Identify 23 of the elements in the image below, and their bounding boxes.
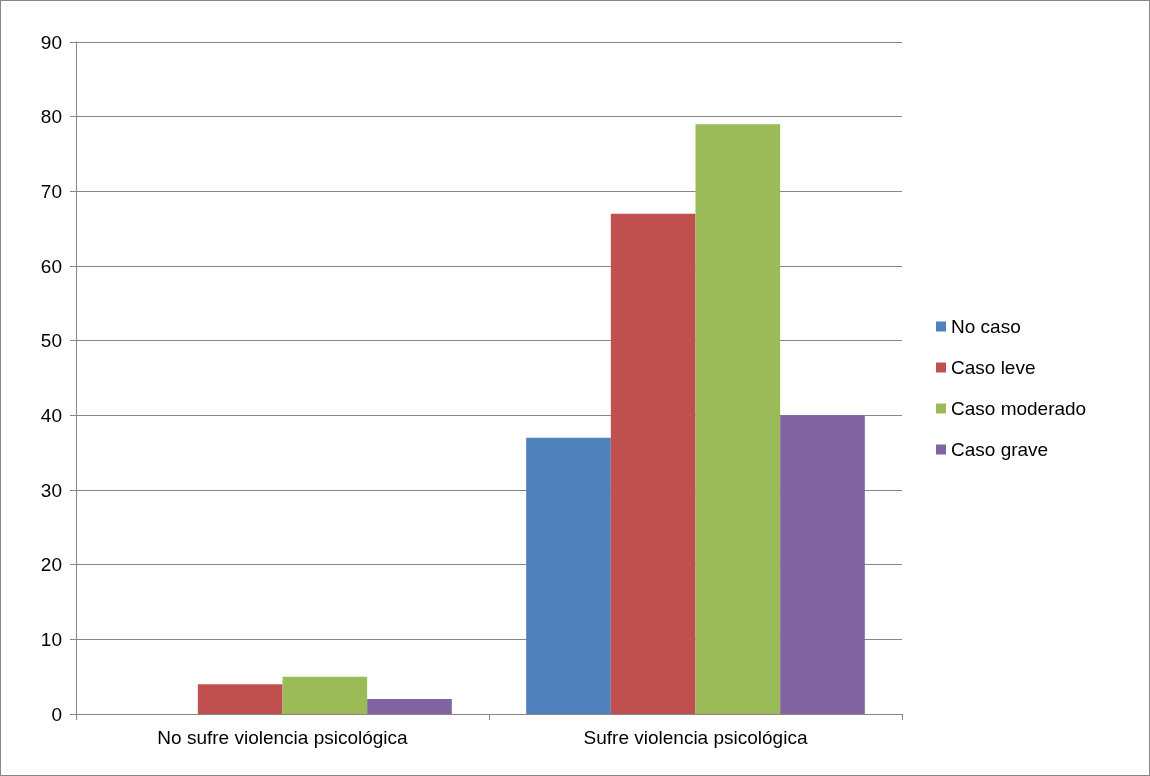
y-tick-label: 10	[40, 628, 62, 650]
y-tick-label: 20	[40, 554, 62, 576]
legend-label: Caso grave	[951, 439, 1049, 460]
y-tick-label: 70	[40, 180, 62, 202]
y-tick-label: 40	[40, 404, 62, 426]
legend-label: No caso	[951, 316, 1021, 337]
legend-label: Caso moderado	[951, 398, 1087, 419]
y-tick-label: 30	[40, 479, 62, 501]
y-tick-label: 50	[40, 330, 62, 352]
x-tick-label: Sufre violencia psicológica	[583, 727, 808, 748]
bar	[780, 415, 865, 714]
bar	[610, 213, 696, 714]
y-tick-label: 60	[40, 255, 62, 277]
x-tick-label: No sufre violencia psicológica	[157, 727, 409, 748]
bar	[695, 124, 781, 714]
y-tick-label: 90	[40, 31, 62, 53]
bar	[197, 684, 283, 714]
bar	[282, 676, 368, 714]
bar	[526, 437, 611, 714]
y-tick-label: 0	[51, 703, 62, 725]
bar	[367, 699, 452, 714]
y-tick-label: 80	[40, 106, 62, 128]
legend-label: Caso leve	[951, 357, 1036, 378]
